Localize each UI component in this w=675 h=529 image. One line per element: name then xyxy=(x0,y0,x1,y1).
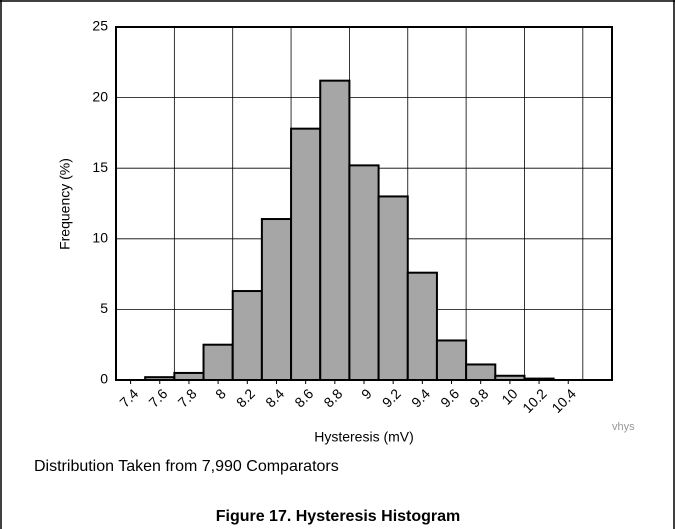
y-tick-label: 25 xyxy=(92,18,108,34)
plot-frame xyxy=(115,26,613,381)
x-tick-label: 7.8 xyxy=(175,385,200,410)
bar xyxy=(406,271,438,381)
x-tick-label: 7.4 xyxy=(116,385,141,410)
bar xyxy=(173,371,205,382)
x-tick-label: 8.2 xyxy=(233,385,258,410)
bar xyxy=(435,339,468,381)
x-tick-label: 8.8 xyxy=(320,385,345,410)
y-tick-label: 15 xyxy=(92,159,108,175)
y-tick-label: 20 xyxy=(92,88,108,104)
x-tick-label: 10.4 xyxy=(548,385,579,416)
y-axis-label: Frequency (%) xyxy=(57,158,73,250)
x-tick-label: 8.4 xyxy=(262,385,287,410)
x-axis-label: Hysteresis (mV) xyxy=(314,429,414,445)
x-tick-label: 8.6 xyxy=(291,385,316,410)
y-tick-label: 5 xyxy=(100,300,108,316)
y-tick-label: 10 xyxy=(92,230,108,246)
bar xyxy=(377,195,409,381)
y-tick-label: 0 xyxy=(100,371,108,387)
x-tick-label: 10.2 xyxy=(519,385,550,416)
figure-title: Figure 17. Hysteresis Histogram xyxy=(216,508,461,525)
x-tick-label: 10 xyxy=(498,385,520,407)
bar xyxy=(465,363,497,381)
bar xyxy=(319,79,351,381)
x-tick-label: 9.4 xyxy=(408,385,433,410)
x-tick-label: 9.8 xyxy=(466,385,491,410)
bar xyxy=(231,290,263,382)
bar xyxy=(348,164,380,381)
x-tick-label: 9.6 xyxy=(437,385,462,410)
x-tick-label: 9.2 xyxy=(379,385,404,410)
figure-tag: vhys xyxy=(612,421,635,433)
note: Distribution Taken from 7,990 Comparator… xyxy=(34,458,339,475)
bar xyxy=(202,343,234,382)
bar xyxy=(260,218,293,381)
x-tick-label: 7.6 xyxy=(145,385,170,410)
x-tick-label: 9 xyxy=(358,385,375,402)
bar xyxy=(290,127,322,381)
x-tick-label: 8 xyxy=(212,385,229,402)
